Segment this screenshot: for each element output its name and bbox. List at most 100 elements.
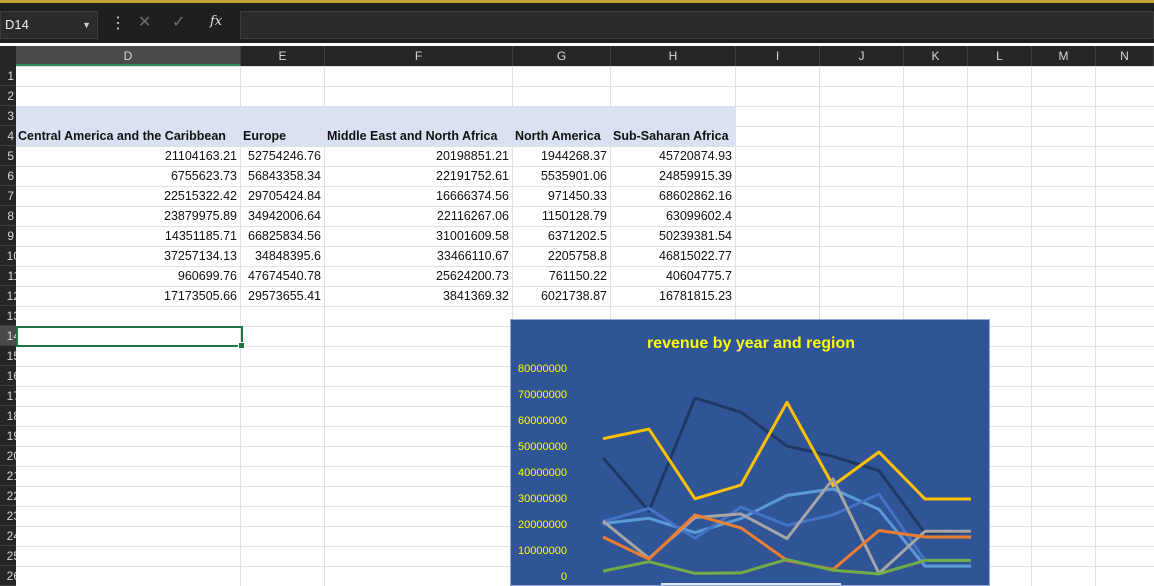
series-line-4 [602,492,971,562]
row-header-10[interactable]: 10 [0,246,16,266]
table-cell[interactable]: 5535901.06 [540,169,607,183]
table-cell[interactable]: 1944268.37 [540,149,607,163]
table-cell[interactable]: 1150128.79 [541,209,607,223]
table-cell[interactable]: 25624200.73 [436,269,509,283]
table-cell[interactable]: 14351185.71 [164,229,237,243]
table-cell[interactable]: 16781815.23 [659,289,732,303]
column-header-n[interactable]: N [1096,46,1154,66]
column-header-m[interactable]: M [1032,46,1096,66]
table-cell[interactable]: 56843358.34 [248,169,321,183]
table-header-cell[interactable]: Europe [243,129,287,143]
table-cell[interactable]: 971450.33 [547,189,607,203]
insert-function-icon[interactable]: fx [210,14,223,29]
table-cell[interactable]: 46815022.77 [659,249,732,263]
enter-check-icon[interactable]: ✓ [172,14,186,31]
revenue-line-chart[interactable]: revenue by year and region 80000000 700000… [510,319,990,586]
row-header-9[interactable]: 9 [0,226,16,246]
series-line-2 [602,400,971,501]
y-tick-label: 60000000 [518,415,567,427]
column-header-j[interactable]: J [820,46,904,66]
y-tick-label: 0 [561,571,567,583]
table-header-cell[interactable]: North America [515,129,601,143]
table-header-cell[interactable]: Sub-Saharan Africa [613,129,729,143]
table-cell[interactable]: 45720874.93 [659,149,732,163]
table-cell[interactable]: 3841369.32 [442,289,509,303]
table-cell[interactable]: 761150.22 [548,269,607,283]
row-header-19[interactable]: 19 [0,426,16,446]
table-cell[interactable]: 16666374.56 [436,189,509,203]
column-header-d[interactable]: D [16,46,241,66]
y-tick-label: 20000000 [518,519,567,531]
row-headers: 1234567891011121314151617181920212223242… [0,66,16,586]
table-cell[interactable]: 63099602.4 [665,209,732,223]
row-header-2[interactable]: 2 [0,86,16,106]
table-cell[interactable]: 34848395.6 [254,249,321,263]
column-header-f[interactable]: F [325,46,513,66]
table-cell[interactable]: 20198851.21 [436,149,509,163]
table-cell[interactable]: 33466110.67 [436,249,509,263]
table-cell[interactable]: 37257134.13 [164,249,237,263]
table-header-cell[interactable]: Central America and the Caribbean [18,129,226,143]
table-cell[interactable]: 24859915.39 [659,169,732,183]
table-cell[interactable]: 52754246.76 [248,149,321,163]
table-cell[interactable]: 66825834.56 [248,229,321,243]
table-cell[interactable]: 22515322.42 [164,189,237,203]
column-header-e[interactable]: E [241,46,325,66]
table-cell[interactable]: 6371202.5 [547,229,607,243]
formula-input[interactable] [240,11,1154,39]
row-header-22[interactable]: 22 [0,486,16,506]
row-header-11[interactable]: 11 [0,266,16,286]
table-cell[interactable]: 29705424.84 [248,189,321,203]
table-cell[interactable]: 29573655.41 [248,289,321,303]
row-header-4[interactable]: 4 [0,126,16,146]
more-options-icon[interactable]: ⋮ [110,15,126,32]
row-header-1[interactable]: 1 [0,66,16,86]
row-header-13[interactable]: 13 [0,306,16,326]
table-header-cell[interactable]: Middle East and North Africa [327,129,498,143]
name-box[interactable]: D14 ▼ [0,11,98,39]
active-cell-d14[interactable] [16,326,245,349]
chevron-down-icon[interactable]: ▼ [82,20,91,30]
row-header-17[interactable]: 17 [0,386,16,406]
row-header-5[interactable]: 5 [0,146,16,166]
table-cell[interactable]: 47674540.78 [248,269,321,283]
column-header-h[interactable]: H [611,46,736,66]
table-cell[interactable]: 34942006.64 [248,209,321,223]
row-header-3[interactable]: 3 [0,106,16,126]
table-cell[interactable]: 17173505.66 [164,289,237,303]
table-cell[interactable]: 6755623.73 [170,169,237,183]
table-cell[interactable]: 31001609.58 [436,229,509,243]
table-cell[interactable]: 40604775.7 [665,269,732,283]
row-header-6[interactable]: 6 [0,166,16,186]
table-cell[interactable]: 21104163.21 [164,149,237,163]
row-header-18[interactable]: 18 [0,406,16,426]
row-header-20[interactable]: 20 [0,446,16,466]
table-cell[interactable]: 23879975.89 [164,209,237,223]
table-cell[interactable]: 6021738.87 [540,289,607,303]
table-cell[interactable]: 50239381.54 [659,229,732,243]
row-header-12[interactable]: 12 [0,286,16,306]
series-line-3 [602,487,971,568]
column-header-g[interactable]: G [513,46,611,66]
table-cell[interactable]: 2205758.8 [547,249,607,263]
table-cell[interactable]: 960699.76 [177,269,237,283]
cancel-icon[interactable]: ✕ [138,14,152,31]
table-cell[interactable]: 22191752.61 [436,169,509,183]
row-header-25[interactable]: 25 [0,546,16,566]
column-header-l[interactable]: L [968,46,1032,66]
formula-bar: D14 ▼ ⋮ ✕ ✓ fx [0,3,1154,43]
row-header-23[interactable]: 23 [0,506,16,526]
table-cell[interactable]: 68602862.16 [659,189,732,203]
column-header-k[interactable]: K [904,46,968,66]
row-header-8[interactable]: 8 [0,206,16,226]
row-header-7[interactable]: 7 [0,186,16,206]
row-header-15[interactable]: 15 [0,346,16,366]
grid-column-line [1031,66,1032,586]
row-header-24[interactable]: 24 [0,526,16,546]
row-header-14[interactable]: 14 [0,326,16,346]
column-header-i[interactable]: I [736,46,820,66]
row-header-26[interactable]: 26 [0,566,16,586]
row-header-21[interactable]: 21 [0,466,16,486]
table-cell[interactable]: 22116267.06 [436,209,509,223]
row-header-16[interactable]: 16 [0,366,16,386]
